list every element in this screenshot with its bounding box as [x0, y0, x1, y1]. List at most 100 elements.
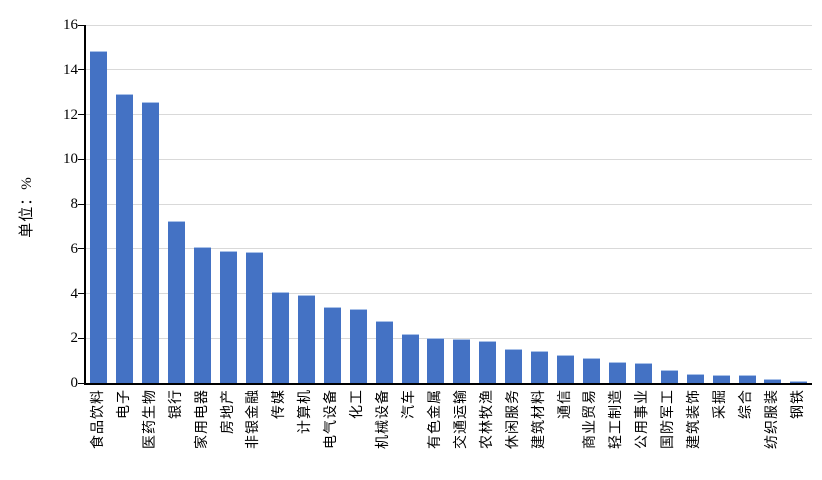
bar-slot	[527, 25, 553, 383]
x-category-cell: 农林牧渔	[475, 389, 501, 479]
gridlines	[86, 24, 812, 383]
gridline	[86, 203, 812, 205]
y-axis-tick	[78, 114, 84, 115]
bar-slot	[786, 25, 812, 383]
gridline	[86, 248, 812, 250]
bar	[453, 339, 471, 383]
x-category-cell: 采掘	[708, 389, 734, 479]
x-category-cell: 有色金属	[423, 389, 449, 479]
bar-slot	[423, 25, 449, 383]
bar	[764, 378, 782, 383]
x-category-label: 商业贸易	[583, 389, 599, 449]
y-axis-tick-label: 14	[63, 61, 78, 78]
x-category-cell: 钢铁	[786, 389, 812, 479]
x-category-cell: 汽车	[397, 389, 423, 479]
bar	[660, 369, 678, 383]
bar-slot	[242, 25, 268, 383]
x-category-label: 通信	[557, 389, 573, 419]
bar-slot	[475, 25, 501, 383]
x-category-label: 银行	[168, 389, 184, 419]
bar	[220, 251, 238, 383]
bar	[582, 358, 600, 383]
bar	[194, 246, 212, 383]
bar	[142, 102, 160, 383]
x-category-label: 农林牧渔	[479, 389, 495, 449]
x-category-cell: 非银金融	[242, 389, 268, 479]
x-category-label: 采掘	[713, 389, 729, 419]
y-axis-tick	[78, 158, 84, 160]
gridline	[86, 337, 812, 339]
x-axis-line	[84, 383, 812, 385]
bar-slot	[138, 25, 164, 383]
bar	[738, 375, 756, 383]
x-category-cell: 电气设备	[319, 389, 345, 479]
y-axis-line	[84, 25, 86, 384]
bar-slot	[164, 25, 190, 383]
bar	[323, 306, 341, 383]
bar	[608, 361, 626, 383]
bar-slot	[267, 25, 293, 383]
y-axis-tick-label: 2	[70, 330, 79, 347]
x-category-cell: 电子	[112, 389, 138, 479]
x-category-label: 汽车	[402, 389, 418, 419]
bar-slot	[579, 25, 605, 383]
bar	[401, 333, 419, 383]
y-axis-tick-label: 12	[63, 106, 78, 123]
bar	[712, 375, 730, 383]
bar-slot	[682, 25, 708, 383]
bar-slot	[86, 25, 112, 383]
x-category-cell: 计算机	[293, 389, 319, 479]
gridline	[86, 24, 812, 26]
y-axis-tick	[78, 248, 84, 250]
bar-slot	[656, 25, 682, 383]
x-category-cell: 医药生物	[138, 389, 164, 479]
bar-slot	[319, 25, 345, 383]
x-axis-labels: 食品饮料 电子 医药生物 银行 家用电器 房地产 非银金融 传媒 计算机 电气设备 化工 机械设备 汽车…	[86, 389, 812, 479]
x-category-cell: 银行	[164, 389, 190, 479]
bar	[479, 340, 497, 383]
bar-slot	[371, 25, 397, 383]
bar-slot	[293, 25, 319, 383]
bar-slot	[216, 25, 242, 383]
bar	[168, 220, 186, 383]
x-category-cell: 家用电器	[190, 389, 216, 479]
bar	[297, 294, 315, 383]
bar-slot	[345, 25, 371, 383]
bar	[271, 292, 289, 383]
gridline	[86, 69, 812, 71]
bar-slot	[760, 25, 786, 383]
y-axis-tick	[78, 337, 84, 339]
y-axis-tick	[78, 382, 84, 384]
bar	[505, 349, 523, 383]
x-category-label: 化工	[350, 389, 366, 419]
x-category-cell: 传媒	[267, 389, 293, 479]
x-category-cell: 商业贸易	[579, 389, 605, 479]
bar-slot	[734, 25, 760, 383]
x-category-label: 公用事业	[635, 389, 651, 449]
bar	[427, 338, 445, 383]
x-category-label: 钢铁	[790, 389, 806, 419]
x-category-label: 交通运输	[453, 389, 469, 449]
y-axis-title: 单位：%	[19, 176, 35, 238]
x-category-cell: 交通运输	[449, 389, 475, 479]
x-category-label: 房地产	[220, 389, 236, 434]
bar	[116, 94, 134, 383]
x-category-cell: 房地产	[216, 389, 242, 479]
x-category-label: 有色金属	[427, 389, 443, 449]
x-category-cell: 机械设备	[371, 389, 397, 479]
y-axis-tick	[78, 293, 84, 294]
x-category-cell: 食品饮料	[86, 389, 112, 479]
x-category-cell: 公用事业	[630, 389, 656, 479]
bar-slot	[449, 25, 475, 383]
bar-slot	[112, 25, 138, 383]
x-category-cell: 综合	[734, 389, 760, 479]
bar-slot	[553, 25, 579, 383]
x-category-cell: 休闲服务	[501, 389, 527, 479]
y-axis-tick-label: 4	[70, 285, 79, 302]
x-category-label: 家用电器	[194, 389, 210, 449]
x-category-label: 医药生物	[142, 389, 158, 449]
y-axis-tick-label: 0	[70, 375, 79, 391]
x-category-cell: 化工	[345, 389, 371, 479]
x-category-label: 计算机	[298, 389, 314, 434]
